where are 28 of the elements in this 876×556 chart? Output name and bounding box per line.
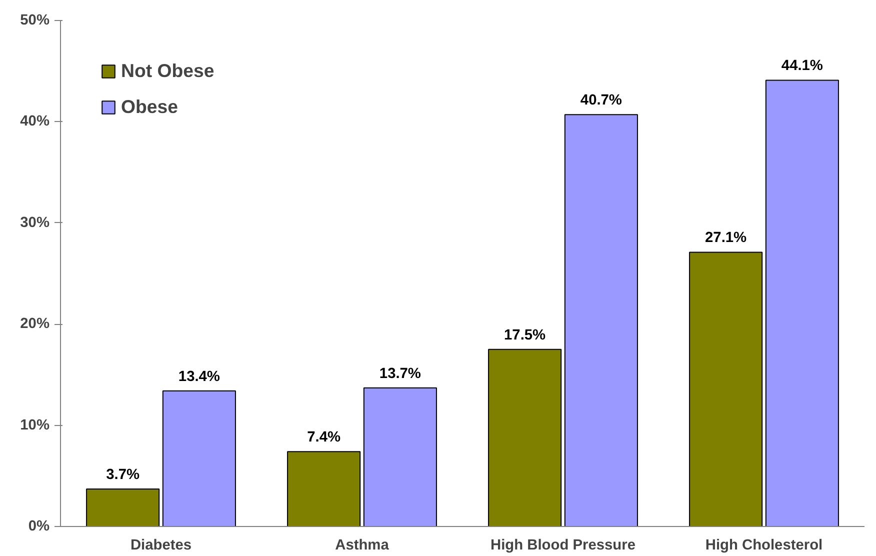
bar: [765, 80, 839, 526]
data-label: 40.7%: [580, 92, 622, 109]
bar: [488, 348, 562, 526]
legend-label: Not Obese: [121, 60, 214, 82]
y-tick-label: 40%: [20, 114, 50, 130]
data-label: 13.7%: [379, 366, 421, 382]
x-tick-label: High Cholesterol: [705, 538, 823, 554]
data-label: 3.7%: [106, 467, 140, 484]
y-tick-label: 10%: [20, 417, 50, 434]
bar: [162, 390, 236, 526]
data-label: 44.1%: [781, 58, 823, 74]
bar: [287, 451, 361, 526]
x-tick-label: Diabetes: [130, 538, 192, 554]
bar: [564, 114, 638, 526]
legend-label: Obese: [121, 96, 178, 118]
bar: [689, 252, 763, 526]
data-label: 7.4%: [307, 430, 341, 446]
y-tick-label: 0%: [28, 518, 50, 534]
x-tick-label: High Blood Pressure: [490, 538, 636, 554]
data-label: 27.1%: [705, 230, 747, 246]
data-label: 13.4%: [178, 368, 220, 385]
x-tick-label: Asthma: [335, 538, 390, 554]
y-tick-label: 20%: [20, 316, 50, 332]
bar: [86, 488, 160, 526]
bar: [363, 387, 437, 526]
y-tick-label: 50%: [20, 12, 50, 28]
data-label: 17.5%: [504, 327, 546, 344]
y-tick-label: 30%: [20, 214, 50, 231]
